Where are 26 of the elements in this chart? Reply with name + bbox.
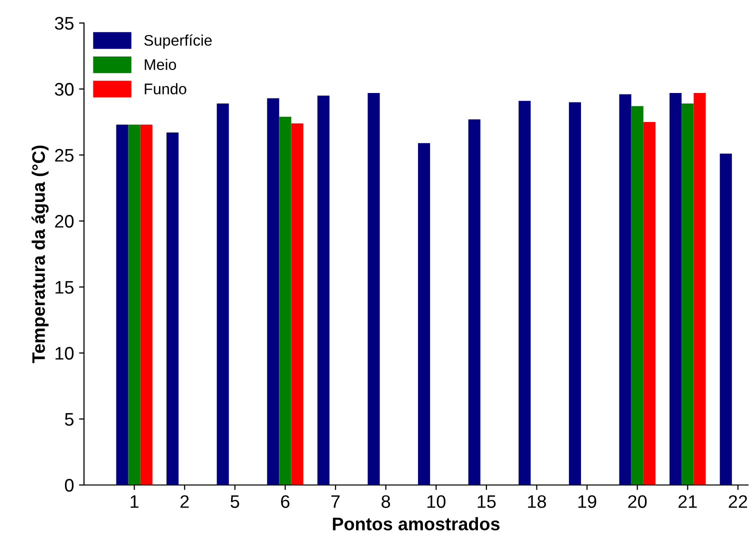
y-tick-label: 15 — [56, 281, 74, 294]
y-tick-label: 25 — [55, 148, 74, 162]
x-tick-label: 2 — [180, 495, 189, 508]
x-tick-label: 19 — [578, 495, 596, 508]
legend-label: Fundo — [144, 83, 186, 94]
x-tick-label: 6 — [281, 495, 290, 508]
x-tick-label: 21 — [678, 495, 697, 508]
y-tick-label: 5 — [64, 413, 74, 426]
y-axis-title: Temperatura da água (°C) — [32, 146, 49, 364]
x-tick-label: 18 — [528, 495, 546, 508]
x-tick-label: 10 — [427, 495, 446, 508]
x-tick-label: 22 — [728, 495, 748, 508]
y-tick-label: 0 — [64, 478, 74, 492]
x-axis-title: Pontos amostrados — [332, 517, 500, 530]
y-tick-label: 30 — [54, 82, 74, 96]
x-tick-label: 1 — [130, 495, 138, 508]
x-tick-label: 7 — [331, 495, 340, 508]
x-tick-label: 5 — [230, 495, 240, 508]
legend-label: Meio — [144, 58, 176, 70]
x-tick-label: 15 — [478, 495, 496, 508]
y-tick-label: 10 — [56, 346, 74, 360]
x-tick-label: 20 — [628, 495, 647, 508]
y-tick-label: 35 — [54, 16, 74, 30]
x-tick-label: 8 — [382, 495, 390, 508]
legend-label: Superfície — [144, 34, 212, 49]
y-tick-label: 20 — [55, 214, 74, 228]
